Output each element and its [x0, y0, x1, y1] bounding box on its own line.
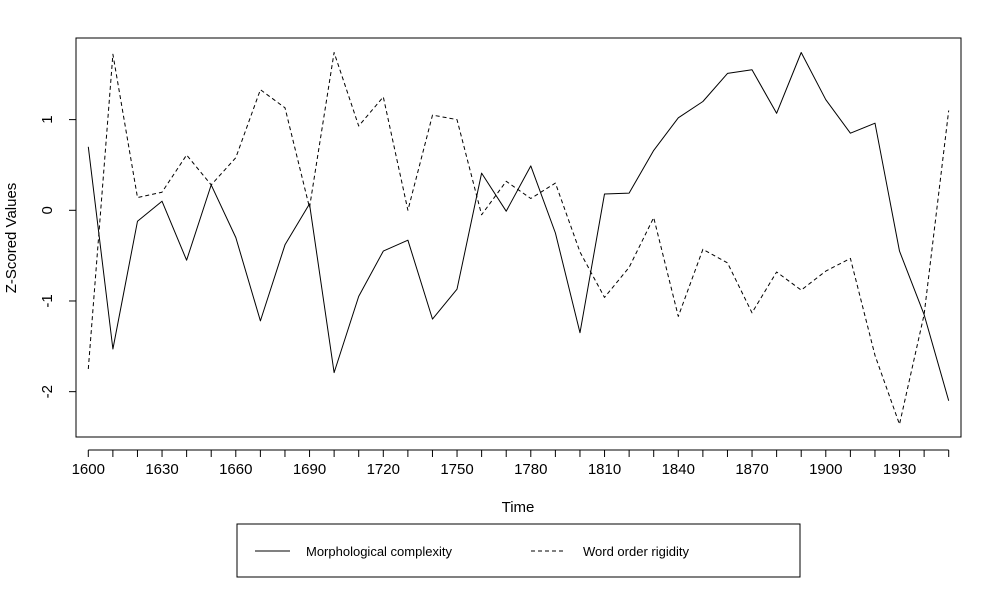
series-layer: [87, 52, 950, 425]
x-tick-label: 1690: [293, 461, 326, 478]
y-tick-label: -1: [39, 294, 56, 307]
y-axis-title: Z-Scored Values: [3, 183, 20, 294]
y-tick-label: 0: [39, 206, 56, 214]
x-tick-label: 1630: [145, 461, 178, 478]
x-tick-label: 1600: [72, 461, 105, 478]
legend-label-morphological: Morphological complexity: [306, 544, 452, 559]
plot-box: [75, 37, 962, 438]
series-line-morphological-complexity: [87, 52, 950, 401]
x-tick-label: 1810: [588, 461, 621, 478]
legend: Morphological complexity Word order rigi…: [236, 523, 801, 578]
y-axis: -2 -1 0 1: [39, 115, 77, 398]
legend-label-word-order: Word order rigidity: [583, 544, 689, 559]
x-tick-label: 1900: [809, 461, 842, 478]
x-tick-label: 1930: [883, 461, 916, 478]
x-tick-label: 1840: [662, 461, 695, 478]
x-tick-label: 1750: [440, 461, 473, 478]
x-axis: 1600 1630 1660 1690 1720 1750 1780 1810 1840 1870…: [72, 449, 950, 478]
x-axis-title: Time: [502, 499, 535, 516]
y-tick-label: 1: [39, 115, 56, 123]
legend-box: [236, 523, 801, 578]
series-line-word-order-rigidity: [87, 52, 950, 425]
x-tick-label: 1720: [367, 461, 400, 478]
x-tick-label: 1780: [514, 461, 547, 478]
y-tick-label: -2: [39, 385, 56, 398]
x-tick-label: 1870: [735, 461, 768, 478]
x-tick-label: 1660: [219, 461, 252, 478]
